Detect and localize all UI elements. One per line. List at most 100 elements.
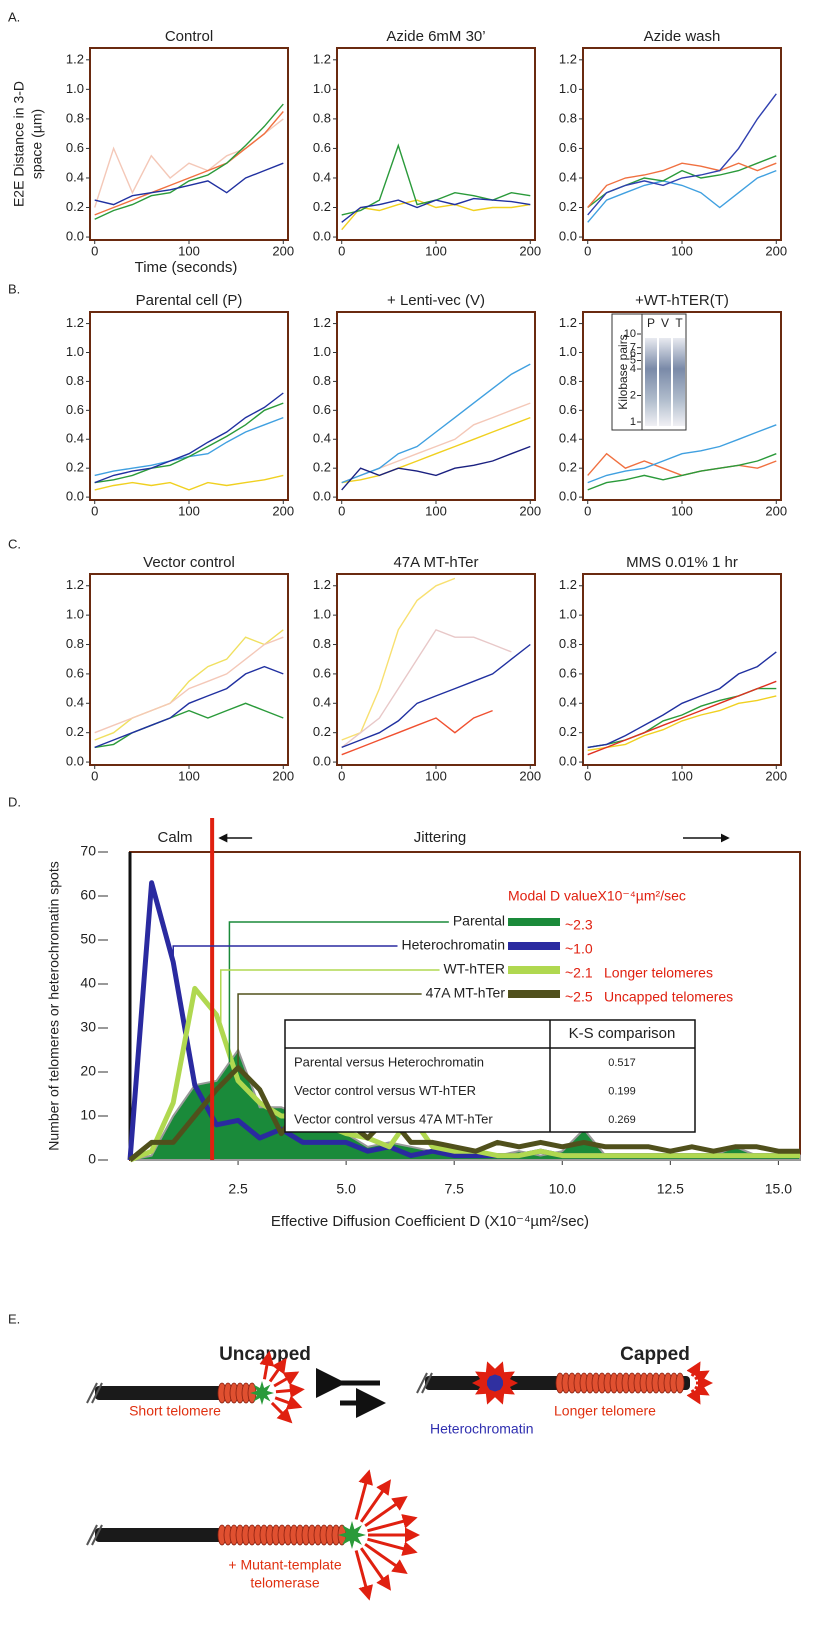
plot-frame <box>89 311 289 501</box>
gel-axis-label: Kilobase pairs <box>616 334 630 409</box>
plot-frame <box>336 573 536 766</box>
leader-line <box>237 993 422 1068</box>
y-tick-label: 40 <box>80 975 96 991</box>
y-tick-label: 50 <box>80 931 96 947</box>
y-tick-label: 0.4 <box>559 431 577 446</box>
x-tick-label: 100 <box>671 768 693 783</box>
trace <box>94 665 284 749</box>
motion-arrow <box>692 1381 710 1396</box>
trace <box>94 629 284 741</box>
y-tick-label: 0.8 <box>66 110 84 125</box>
legend-swatch <box>508 990 560 998</box>
trace <box>587 695 777 751</box>
y-tick-label: 0.6 <box>313 402 331 417</box>
x-tick-label: 2.5 <box>228 1181 248 1197</box>
legend-swatch <box>508 942 560 950</box>
table-cell: 0.199 <box>608 1085 636 1097</box>
plot-frame <box>336 47 536 241</box>
motion-arrow <box>274 1395 303 1410</box>
motion-arrow <box>475 1380 492 1395</box>
motion-arrow <box>485 1387 500 1405</box>
y-tick-label: 1.0 <box>559 344 577 359</box>
y-tick-label: 0.8 <box>313 373 331 388</box>
gel-tick-label: 5 <box>630 354 636 366</box>
motion-arrow <box>270 1401 293 1424</box>
x-tick-label: 200 <box>765 768 787 783</box>
trace <box>341 199 531 231</box>
x-axis-label: Time (seconds) <box>135 259 238 276</box>
leader-line <box>220 969 440 1028</box>
x-tick-label: 0 <box>584 503 591 518</box>
x-tick-label: 200 <box>272 768 294 783</box>
y-tick-label: 1.2 <box>559 51 577 66</box>
panel-label: A. <box>8 9 20 24</box>
y-tick-label: 0.6 <box>559 665 577 680</box>
panel-label: B. <box>8 281 20 296</box>
y-axis-label: E2E Distance in 3-D <box>11 81 27 207</box>
chart-title: Azide wash <box>644 28 721 45</box>
motion-arrow <box>485 1361 500 1379</box>
gel-lane <box>645 338 657 426</box>
panel-label: E. <box>8 1311 20 1326</box>
trace <box>587 453 777 491</box>
motion-arrow <box>686 1387 701 1405</box>
table-cell: Vector control versus 47A MT-hTer <box>294 1111 493 1126</box>
legend-label: Heterochromatin <box>402 937 506 953</box>
trace <box>587 424 777 484</box>
legend-title: Modal D valueX10⁻⁴µm²/sec <box>508 888 686 904</box>
table-cell: Parental versus Heterochromatin <box>294 1054 484 1069</box>
diagram-label: Short telomere <box>129 1403 221 1419</box>
trace <box>587 93 777 216</box>
x-tick-label: 100 <box>178 768 200 783</box>
motion-arrow <box>268 1357 287 1383</box>
y-tick-label: 0.2 <box>313 724 331 739</box>
motion-arrow <box>354 1469 373 1520</box>
trace <box>94 402 284 484</box>
y-tick-label: 0.0 <box>66 753 84 768</box>
legend-label: Parental <box>453 913 505 929</box>
region-label: Jittering <box>414 829 467 846</box>
gel-tick-label: 2 <box>630 389 636 401</box>
y-tick-label: 0.8 <box>559 636 577 651</box>
trace <box>94 474 284 491</box>
telomerase-star <box>338 1521 366 1549</box>
y-tick-label: 1.2 <box>313 577 331 592</box>
x-tick-label: 100 <box>178 243 200 258</box>
trace <box>587 169 777 223</box>
gel-tick-label: 1 <box>630 416 636 428</box>
x-tick-label: 0 <box>91 243 98 258</box>
y-tick-label: 0.2 <box>313 460 331 475</box>
gel-lane-label: V <box>661 316 669 330</box>
x-tick-label: 100 <box>671 503 693 518</box>
y-tick-label: 0.2 <box>559 724 577 739</box>
y-tick-label: 0 <box>88 1151 96 1167</box>
trace <box>341 363 531 484</box>
motion-arrow <box>686 1361 701 1379</box>
y-tick-label: 0.6 <box>559 140 577 155</box>
modal-label: ~2.3 <box>565 917 593 933</box>
panel-label: C. <box>8 536 21 551</box>
y-tick-label: 10 <box>80 1107 96 1123</box>
trace <box>341 709 493 756</box>
modal-label: ~1.0 <box>565 941 593 957</box>
legend-swatch <box>508 918 560 926</box>
y-tick-label: 0.8 <box>66 636 84 651</box>
y-tick-label: 0.2 <box>313 199 331 214</box>
y-tick-label: 0.2 <box>66 724 84 739</box>
x-tick-label: 7.5 <box>444 1181 464 1197</box>
x-tick-label: 0 <box>338 243 345 258</box>
y-tick-label: 70 <box>80 843 96 859</box>
table-frame <box>284 1019 696 1133</box>
modal-label: ~2.1 <box>565 965 593 981</box>
x-tick-label: 200 <box>765 243 787 258</box>
motion-arrow <box>364 1495 408 1528</box>
diagram-label: + Mutant-template <box>228 1557 341 1573</box>
motion-arrow <box>367 1514 418 1533</box>
trace <box>94 162 284 206</box>
x-tick-label: 200 <box>519 503 541 518</box>
y-tick-label: 1.2 <box>313 315 331 330</box>
y-tick-label: 0.0 <box>313 228 331 243</box>
gel-tick-label: 6 <box>630 347 636 359</box>
y-tick-label: 0.0 <box>66 489 84 504</box>
table-header: K-S comparison <box>569 1025 676 1042</box>
